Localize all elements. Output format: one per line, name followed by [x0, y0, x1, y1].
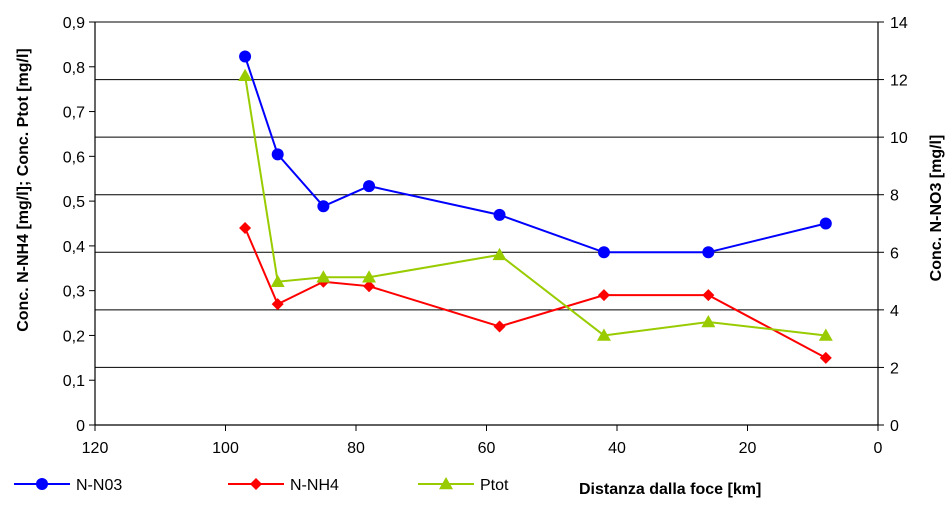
data-point [818, 328, 833, 341]
y-axis-right-title: Conc. N-NO3 [mg/l] [928, 135, 945, 282]
y-left-tick-label: 0,9 [63, 15, 85, 32]
legend-label: Ptot [480, 477, 509, 494]
series-n-nh4 [239, 221, 832, 364]
x-tick-label: 120 [82, 440, 109, 457]
data-point [363, 180, 376, 193]
y-right-tick-label: 8 [890, 188, 899, 205]
legend: N-N03 N-NH4 Ptot [14, 477, 509, 494]
data-point [596, 328, 611, 341]
data-point [702, 246, 715, 259]
data-point [493, 320, 506, 333]
y-left-tick-label: 0,1 [63, 373, 85, 390]
axes [94, 22, 879, 426]
y-right-tick-label: 6 [890, 245, 899, 262]
y-left-tick-label: 0,8 [63, 60, 85, 77]
y-right-tick-label: 2 [890, 360, 899, 377]
y-right-tick-label: 4 [890, 303, 899, 320]
legend-item: Ptot [418, 477, 509, 494]
data-point [316, 270, 331, 283]
data-point [363, 280, 376, 293]
legend-label: N-N03 [76, 477, 122, 494]
data-point [702, 289, 715, 302]
tick-labels: 0 0,1 0,2 0,3 0,4 0,5 0,6 0,7 0,8 0,9 0 2 4 6 8 10 12 14 1… [63, 15, 908, 457]
x-tick-label: 40 [608, 440, 626, 457]
y-left-tick-label: 0,6 [63, 149, 85, 166]
y-left-tick-label: 0,3 [63, 284, 85, 301]
data-point [597, 289, 610, 302]
y-right-tick-label: 12 [890, 73, 908, 90]
legend-label: N-NH4 [290, 477, 339, 494]
data-point [271, 298, 284, 311]
data-point [270, 274, 285, 287]
x-tick-label: 80 [347, 440, 365, 457]
y-right-tick-label: 0 [890, 418, 899, 435]
series-line [244, 56, 827, 254]
x-tick-label: 20 [739, 440, 757, 457]
series-n-n03 [239, 50, 832, 259]
data-point [239, 50, 252, 63]
legend-item: N-NH4 [228, 477, 339, 494]
legend-item: N-N03 [14, 477, 122, 494]
y-right-tick-label: 10 [890, 130, 908, 147]
legend-marker [36, 478, 48, 490]
data-point [493, 208, 506, 221]
series-line [244, 75, 826, 337]
data-point [317, 200, 330, 213]
legend-marker [439, 477, 453, 490]
x-axis-title: Distanza dalla foce [km] [579, 481, 761, 498]
data-point [492, 247, 507, 261]
data-point [819, 351, 832, 364]
data-point [238, 68, 253, 81]
y-axis-left-title: Conc. N-NH4 [mg/l]; Conc. Ptot [mg/l] [15, 48, 32, 332]
data-point [597, 246, 610, 259]
y-left-tick-label: 0,2 [63, 328, 85, 345]
x-tick-label: 100 [212, 440, 239, 457]
y-left-tick-label: 0,4 [63, 239, 85, 256]
series-line [244, 227, 827, 359]
data-point [239, 221, 252, 234]
data-point [271, 148, 284, 161]
data-point [362, 270, 377, 283]
x-tick-label: 60 [478, 440, 496, 457]
x-tick-label: 0 [874, 440, 883, 457]
series-group [238, 50, 833, 364]
grid-lines [95, 21, 878, 368]
series-ptot [238, 68, 833, 341]
y-left-tick-label: 0 [76, 418, 85, 435]
y-right-tick-label: 14 [890, 15, 908, 32]
data-point [701, 315, 716, 328]
y-left-tick-label: 0,5 [63, 194, 85, 211]
data-point [819, 217, 832, 230]
legend-marker [250, 478, 262, 490]
y-left-tick-label: 0,7 [63, 105, 85, 122]
